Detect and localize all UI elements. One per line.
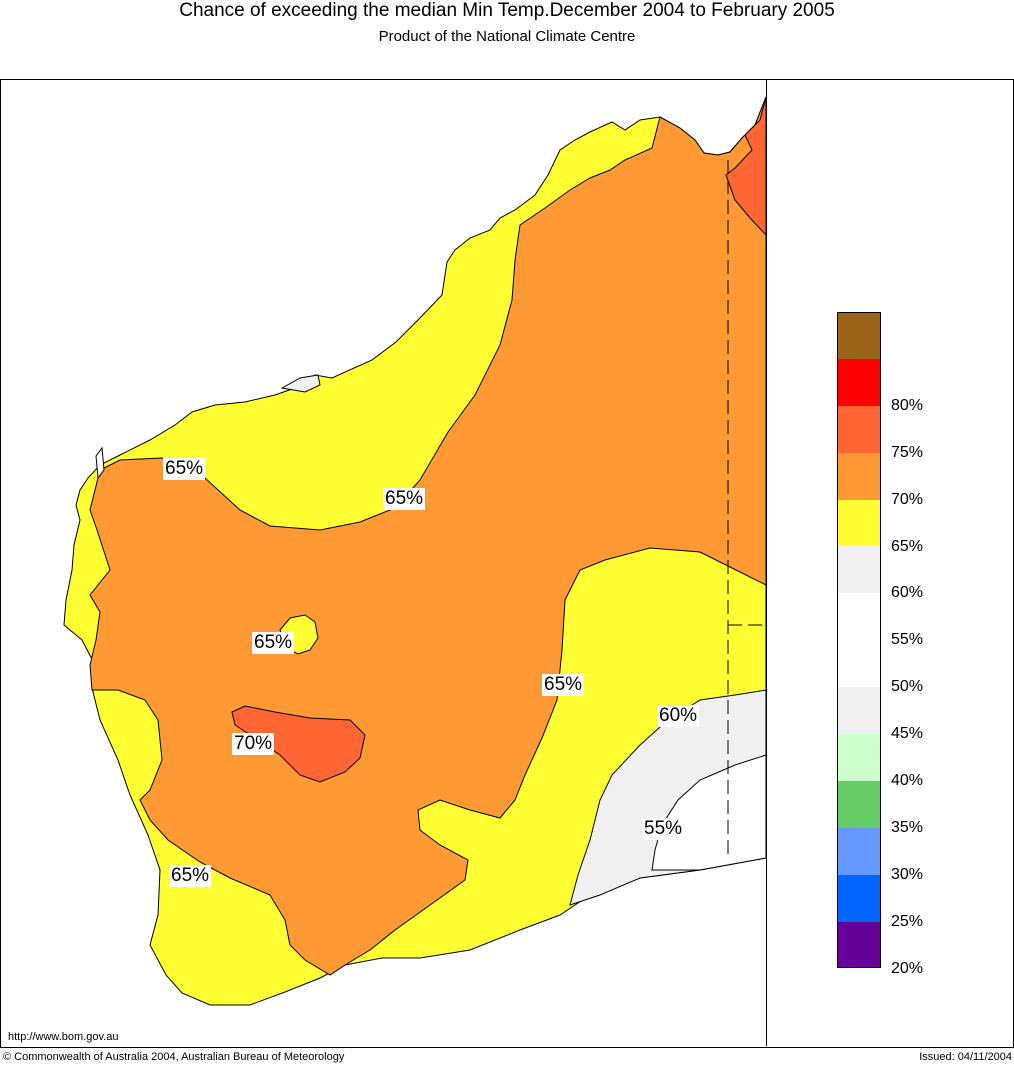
legend-label: 75% (891, 443, 924, 461)
contour-label: 60% (657, 705, 700, 727)
legend-label: 45% (891, 725, 924, 743)
legend-label: 35% (891, 818, 924, 836)
island-northwest (280, 374, 321, 393)
source-url: http://www.bom.gov.au (8, 1031, 119, 1043)
legend-label: 65% (891, 537, 924, 555)
legend-swatch (837, 593, 881, 641)
legend-label: 20% (891, 959, 924, 977)
legend-swatch (837, 640, 881, 688)
legend-swatch (837, 921, 881, 969)
legend-swatch (837, 874, 881, 922)
legend-label: 55% (891, 631, 924, 649)
contour-label: 65% (252, 632, 295, 654)
legend-label: 60% (891, 584, 924, 602)
legend-swatch (837, 312, 881, 359)
issued-date: Issued: 04/11/2004 (919, 1051, 1012, 1063)
region-70-northeast (725, 96, 767, 237)
legend-swatch (837, 827, 881, 875)
legend-swatch (837, 780, 881, 828)
legend-swatch (837, 546, 881, 594)
legend-label: 50% (891, 678, 924, 696)
legend-swatch (837, 452, 881, 500)
copyright-notice: © Commonwealth of Australia 2004, Austra… (3, 1051, 345, 1063)
contour-label: 55% (642, 818, 685, 840)
legend-swatch (837, 358, 881, 406)
legend-swatch (837, 499, 881, 547)
legend (837, 312, 881, 969)
contour-label: 65% (163, 458, 206, 480)
region-65-70 (89, 96, 767, 976)
contour-label: 65% (169, 865, 212, 887)
legend-label: 70% (891, 490, 924, 508)
legend-label: 25% (891, 912, 924, 930)
page-title: Chance of exceeding the median Min Temp.… (179, 0, 835, 21)
legend-swatch (837, 405, 881, 453)
island-shark-bay (95, 446, 105, 480)
contour-label: 65% (542, 674, 585, 696)
legend-label: 80% (891, 396, 924, 414)
legend-label: 40% (891, 772, 924, 789)
page-subtitle: Product of the National Climate Centre (378, 28, 636, 45)
contour-label: 65% (383, 488, 426, 510)
contour-label: 70% (232, 733, 275, 755)
legend-label: 30% (891, 865, 924, 883)
legend-swatch (837, 687, 881, 735)
legend-swatch (837, 734, 881, 781)
